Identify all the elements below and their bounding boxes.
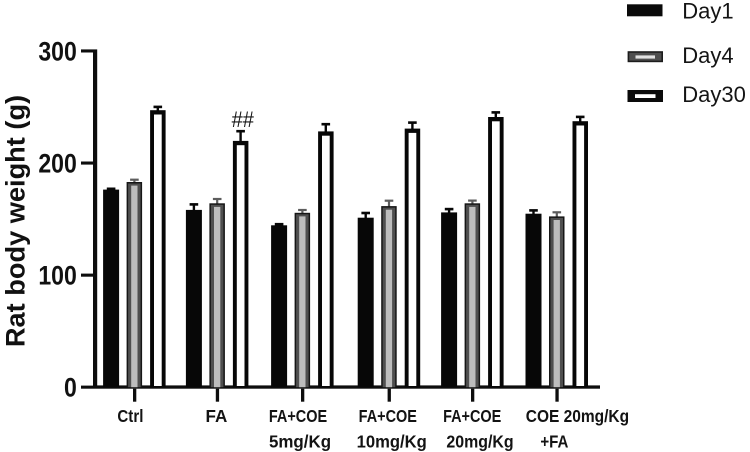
svg-text:10mg/Kg: 10mg/Kg <box>357 432 427 451</box>
svg-text:100: 100 <box>38 262 76 291</box>
svg-text:200: 200 <box>38 150 76 179</box>
svg-text:Day30: Day30 <box>682 82 746 107</box>
svg-text:FA+COE: FA+COE <box>359 407 418 427</box>
svg-text:Day4: Day4 <box>682 43 733 68</box>
svg-text:300: 300 <box>38 38 76 67</box>
svg-text:Rat body weight (g): Rat body weight (g) <box>0 95 31 347</box>
svg-text:Ctrl: Ctrl <box>117 407 143 426</box>
svg-text:0: 0 <box>64 374 77 403</box>
svg-text:COE 20mg/Kg: COE 20mg/Kg <box>526 406 629 426</box>
svg-text:FA+COE: FA+COE <box>443 407 502 427</box>
svg-text:20mg/Kg: 20mg/Kg <box>446 432 513 452</box>
svg-text:FA+COE: FA+COE <box>269 407 328 427</box>
svg-text:+FA: +FA <box>540 433 568 452</box>
svg-text:5mg/Kg: 5mg/Kg <box>269 431 331 451</box>
svg-text:Day1: Day1 <box>682 0 733 23</box>
svg-text:##: ## <box>232 108 255 132</box>
svg-text:FA: FA <box>206 406 228 426</box>
